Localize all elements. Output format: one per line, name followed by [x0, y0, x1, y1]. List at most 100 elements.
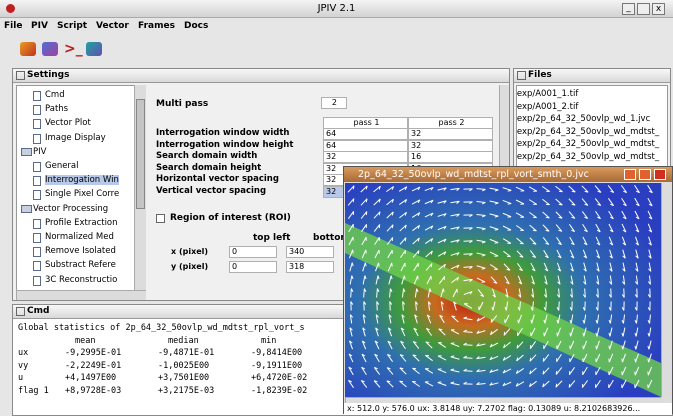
arrow — [463, 278, 473, 282]
menu-item[interactable]: File — [4, 21, 23, 31]
tree-item[interactable]: Substract Refere — [45, 260, 116, 271]
close[interactable] — [654, 169, 666, 180]
arrow — [374, 340, 380, 350]
arrow — [373, 198, 381, 206]
tree-hscrollbar[interactable] — [16, 290, 146, 300]
row-label: vy — [18, 360, 29, 371]
arrow — [386, 185, 395, 193]
table-cell[interactable]: 32 — [408, 128, 493, 140]
tree-item[interactable]: Normalized Med — [45, 232, 114, 242]
tree-scrollbar[interactable] — [134, 85, 146, 291]
arrow — [412, 224, 421, 232]
arrow — [516, 250, 524, 258]
close[interactable]: x — [652, 3, 665, 15]
label: Region of interest (ROI) — [170, 213, 291, 223]
arrow — [621, 314, 626, 324]
minimize[interactable] — [624, 169, 636, 180]
arrow — [361, 236, 367, 246]
arrow — [437, 368, 447, 374]
input[interactable]: 318 — [286, 261, 334, 273]
arrow — [489, 355, 499, 361]
image-scrollbar[interactable] — [661, 183, 672, 397]
tool-icon[interactable] — [86, 42, 102, 56]
arrow — [594, 185, 602, 193]
tree-item[interactable]: Interrogation Win — [45, 175, 119, 186]
cmd-value: -1,8239E-02 — [251, 385, 308, 396]
tree-item[interactable]: PIV — [33, 146, 47, 157]
arrow — [634, 327, 639, 337]
file-item[interactable]: /exp/2p_64_32_50ovlp_wd_mdtst_ — [516, 139, 660, 149]
table-cell[interactable]: 64 — [323, 128, 408, 140]
spinner[interactable]: 2 — [321, 97, 347, 109]
checkbox[interactable] — [156, 214, 165, 223]
tree-item[interactable]: Vector Processing — [33, 203, 109, 214]
arrow — [647, 340, 652, 350]
arrow — [595, 223, 601, 233]
file-item[interactable]: /exp/2p_64_32_50ovlp_wd_1.jvc — [516, 114, 651, 124]
file-item[interactable]: /exp/2p_64_32_50ovlp_wd_mdtst_ — [516, 151, 660, 162]
arrow — [411, 212, 421, 218]
tree-item[interactable]: Paths — [45, 104, 69, 115]
arrow — [582, 288, 586, 298]
input[interactable]: 0 — [229, 246, 277, 258]
arrow — [542, 198, 550, 206]
arrow — [440, 301, 444, 311]
arrow — [517, 301, 521, 311]
doc-icon — [33, 247, 41, 258]
arrow — [374, 353, 380, 363]
maximize[interactable] — [637, 3, 650, 15]
arrow — [424, 225, 434, 231]
image-hscrollbar[interactable] — [345, 397, 661, 403]
arrow — [581, 380, 589, 388]
arrow — [424, 212, 434, 218]
tree-item[interactable]: Vector Plot — [45, 118, 91, 129]
arrow — [529, 354, 537, 362]
menu-item[interactable]: PIV — [31, 21, 48, 31]
menu-item[interactable]: Script — [57, 21, 88, 31]
menu-item[interactable]: Frames — [138, 21, 175, 31]
row-label: y (pixel) — [171, 262, 209, 271]
arrow — [360, 379, 368, 388]
arrow — [437, 381, 447, 386]
arrow — [347, 211, 355, 219]
arrow — [608, 379, 614, 389]
table-cell[interactable]: 32 — [323, 151, 408, 163]
table-cell[interactable]: 32 — [408, 139, 493, 152]
arrow — [438, 328, 446, 336]
tool-icon[interactable]: >_ — [64, 41, 83, 57]
tree-item[interactable]: Profile Extraction — [45, 217, 118, 228]
arrow — [349, 314, 353, 324]
tree-item[interactable]: General — [45, 161, 79, 171]
arrow — [648, 236, 652, 246]
arrow — [621, 340, 626, 350]
table-cell[interactable]: 64 — [323, 139, 408, 152]
file-item[interactable]: /exp/2p_64_32_50ovlp_wd_mdtst_ — [516, 126, 660, 137]
input[interactable]: 0 — [229, 261, 277, 273]
menu-item[interactable]: Vector — [96, 21, 129, 31]
file-item[interactable]: /exp/A001_1.tif — [516, 89, 579, 99]
tool-icon[interactable] — [42, 42, 58, 56]
arrow — [634, 236, 640, 246]
tool-icon[interactable] — [20, 42, 36, 56]
arrow — [463, 253, 473, 257]
minimize[interactable]: _ — [622, 3, 635, 15]
arrow — [424, 186, 434, 192]
menu-item[interactable]: Docs — [184, 21, 209, 31]
arrow — [451, 276, 460, 284]
cmd-value: +4,1497E00 — [65, 373, 117, 383]
maximize[interactable] — [639, 169, 651, 180]
file-item[interactable]: /exp/A001_2.tif — [516, 101, 579, 112]
arrow — [400, 340, 406, 350]
tree-item[interactable]: Single Pixel Corre — [45, 189, 120, 200]
thumb[interactable] — [136, 99, 145, 209]
input[interactable]: 340 — [286, 246, 334, 258]
arrow — [634, 366, 640, 376]
tree-item[interactable]: Image Display — [45, 132, 106, 143]
tree-item[interactable]: Remove Isolated — [45, 246, 116, 257]
tree-item[interactable]: Cmd — [45, 90, 65, 100]
arrow — [386, 367, 394, 375]
arrow — [634, 275, 639, 285]
arrow — [373, 211, 381, 219]
tree-item[interactable]: 3C Reconstructio — [45, 274, 118, 285]
table-cell[interactable]: 16 — [408, 151, 493, 163]
